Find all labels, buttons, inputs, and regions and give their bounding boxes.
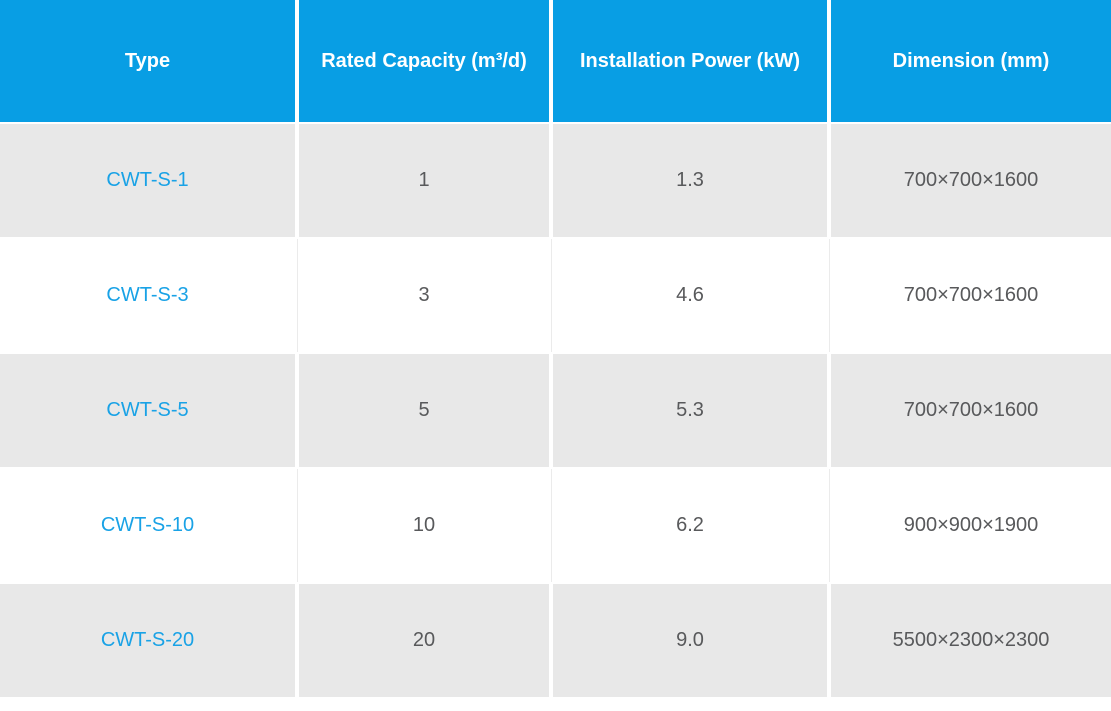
table-row: CWT-S-10 10 6.2 900×900×1900 xyxy=(0,469,1111,582)
type-link-cwt-s-1[interactable]: CWT-S-1 xyxy=(0,124,295,237)
cell-dimension: 900×900×1900 xyxy=(828,469,1111,582)
cell-installation-power: 6.2 xyxy=(550,469,827,582)
type-link-cwt-s-20[interactable]: CWT-S-20 xyxy=(0,584,295,697)
column-header-type: Type xyxy=(0,0,295,122)
cell-installation-power: 4.6 xyxy=(550,239,827,352)
column-header-rated-capacity: Rated Capacity (m³/d) xyxy=(299,0,549,122)
type-link-cwt-s-3[interactable]: CWT-S-3 xyxy=(0,239,295,352)
table-row: CWT-S-3 3 4.6 700×700×1600 xyxy=(0,239,1111,352)
cell-dimension: 700×700×1600 xyxy=(828,239,1111,352)
cell-dimension: 5500×2300×2300 xyxy=(831,584,1111,697)
cell-rated-capacity: 20 xyxy=(299,584,549,697)
cell-installation-power: 9.0 xyxy=(553,584,827,697)
cell-rated-capacity: 5 xyxy=(299,354,549,467)
column-header-installation-power: Installation Power (kW) xyxy=(553,0,827,122)
cell-installation-power: 5.3 xyxy=(553,354,827,467)
type-link-cwt-s-10[interactable]: CWT-S-10 xyxy=(0,469,295,582)
table-row: CWT-S-1 1 1.3 700×700×1600 xyxy=(0,124,1111,237)
cell-dimension: 700×700×1600 xyxy=(831,124,1111,237)
table-row: CWT-S-20 20 9.0 5500×2300×2300 xyxy=(0,584,1111,697)
cell-rated-capacity: 10 xyxy=(296,469,549,582)
column-header-dimension: Dimension (mm) xyxy=(831,0,1111,122)
table-header-row: Type Rated Capacity (m³/d) Installation … xyxy=(0,0,1111,122)
table-row: CWT-S-5 5 5.3 700×700×1600 xyxy=(0,354,1111,467)
type-link-cwt-s-5[interactable]: CWT-S-5 xyxy=(0,354,295,467)
cell-installation-power: 1.3 xyxy=(553,124,827,237)
cell-rated-capacity: 1 xyxy=(299,124,549,237)
cell-rated-capacity: 3 xyxy=(296,239,549,352)
cell-dimension: 700×700×1600 xyxy=(831,354,1111,467)
